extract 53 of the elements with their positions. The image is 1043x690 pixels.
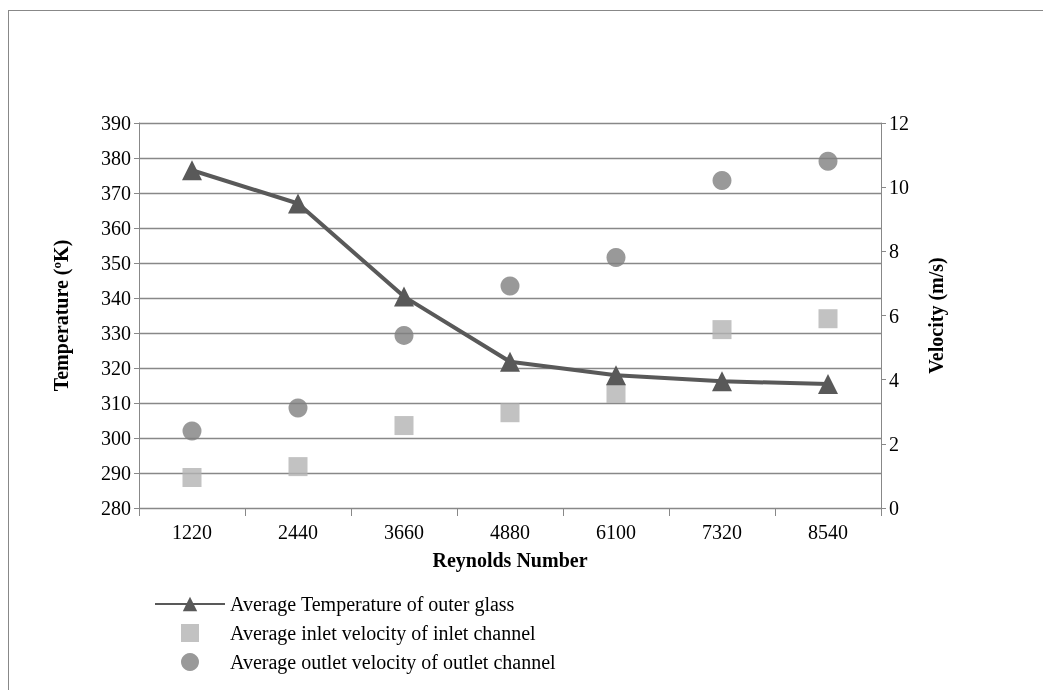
point	[394, 416, 414, 436]
y2-tick-label: 6	[889, 304, 899, 327]
point	[818, 151, 838, 171]
x-tick-label: 6100	[596, 521, 636, 543]
y2-axis-title: Velocity (m/s)	[925, 257, 948, 374]
y-tick-label: 350	[101, 252, 131, 274]
y-tick-label: 340	[101, 287, 131, 309]
point	[394, 286, 414, 307]
x-tick-label: 3660	[384, 521, 424, 543]
y-tick-label: 390	[101, 112, 131, 134]
y-tick-label: 290	[101, 462, 131, 484]
legend-label: Average outlet velocity of outlet channel	[230, 651, 557, 674]
point	[182, 160, 202, 181]
y2-tick-label: 4	[889, 368, 899, 391]
point	[818, 309, 838, 329]
y-axis-title: Temperature (ºK)	[50, 239, 73, 392]
point	[500, 351, 520, 372]
y-tick-label: 360	[101, 217, 131, 239]
point	[818, 374, 838, 395]
point	[394, 325, 414, 345]
legend-label: Average inlet velocity of inlet channel	[230, 622, 537, 645]
point	[500, 276, 520, 296]
point	[500, 403, 520, 423]
point	[288, 193, 308, 214]
y2-tick-label: 0	[889, 497, 899, 519]
point	[606, 365, 626, 386]
point	[712, 170, 732, 190]
point	[182, 421, 202, 441]
point	[712, 371, 732, 392]
y2-tick-label: 10	[889, 176, 909, 199]
point	[606, 247, 626, 267]
y-tick-label: 300	[101, 427, 131, 449]
point	[288, 398, 308, 418]
y2-tick-label: 12	[889, 112, 909, 134]
y-tick-label: 370	[101, 182, 131, 204]
y-tick-label: 280	[101, 497, 131, 519]
point	[606, 383, 626, 403]
x-tick-label: 4880	[490, 521, 530, 543]
x-tick-label: 2440	[278, 521, 318, 543]
y2-tick-label: 2	[889, 432, 899, 455]
x-tick-label: 7320	[702, 521, 742, 543]
point	[288, 457, 308, 477]
x-tick-label: 1220	[172, 521, 212, 543]
x-tick-label: 8540	[808, 521, 848, 543]
y-tick-label: 310	[101, 392, 131, 414]
y-tick-label: 320	[101, 357, 131, 379]
x-axis-title: Reynolds Number	[432, 549, 588, 572]
legend-label: Average Temperature of outer glass	[230, 593, 515, 616]
point	[182, 468, 202, 488]
point	[712, 320, 732, 340]
y2-tick-label: 8	[889, 240, 899, 263]
y-tick-label: 380	[101, 147, 131, 169]
y-tick-label: 330	[101, 322, 131, 344]
